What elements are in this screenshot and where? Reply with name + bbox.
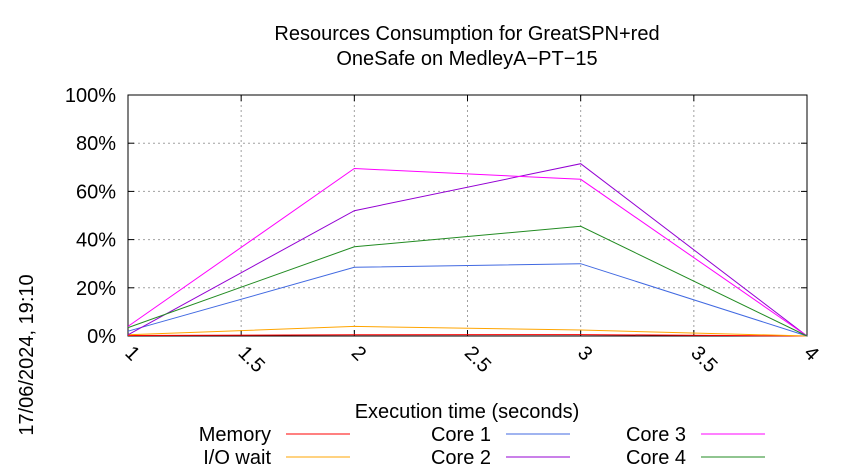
y-tick-label: 60% xyxy=(76,181,116,203)
chart-title: Resources Consumption for GreatSPN+red xyxy=(274,23,659,45)
series-line-i-o-wait xyxy=(127,325,808,337)
series-line-memory xyxy=(127,334,808,337)
plot-frame xyxy=(127,94,808,337)
x-tick-label: 1.5 xyxy=(234,342,269,377)
y-tick-label: 40% xyxy=(76,230,116,252)
series-line-core-2 xyxy=(127,163,808,337)
timestamp-label: 17/06/2024, 19:10 xyxy=(16,274,38,435)
x-tick-label: 2 xyxy=(347,342,370,365)
x-tick-label: 1 xyxy=(120,342,143,365)
x-tick-label: 2.5 xyxy=(460,342,495,377)
legend-label: Core 1 xyxy=(431,424,491,446)
legend-label: I/O wait xyxy=(203,447,271,469)
legend-label: Memory xyxy=(199,424,271,446)
series-line-core-4 xyxy=(127,225,808,337)
legend-label: Core 3 xyxy=(626,424,686,446)
grid xyxy=(128,95,807,336)
x-tick-label: 4 xyxy=(799,342,822,365)
y-tick-label: 20% xyxy=(76,278,116,300)
series-lines xyxy=(127,163,808,337)
legend-label: Core 2 xyxy=(431,447,491,469)
legend-label: Core 4 xyxy=(626,447,686,469)
series-line-core-1 xyxy=(127,263,808,337)
x-tick-label: 3.5 xyxy=(686,342,721,377)
y-tick-label: 100% xyxy=(65,85,116,107)
y-tick-label: 80% xyxy=(76,133,116,155)
y-tick-label: 0% xyxy=(87,326,116,348)
x-tick-label: 3 xyxy=(573,342,596,365)
series-line-core-3 xyxy=(127,167,808,337)
chart-subtitle: OneSafe on MedleyA−PT−15 xyxy=(336,48,597,70)
x-axis-label: Execution time (seconds) xyxy=(355,401,580,423)
